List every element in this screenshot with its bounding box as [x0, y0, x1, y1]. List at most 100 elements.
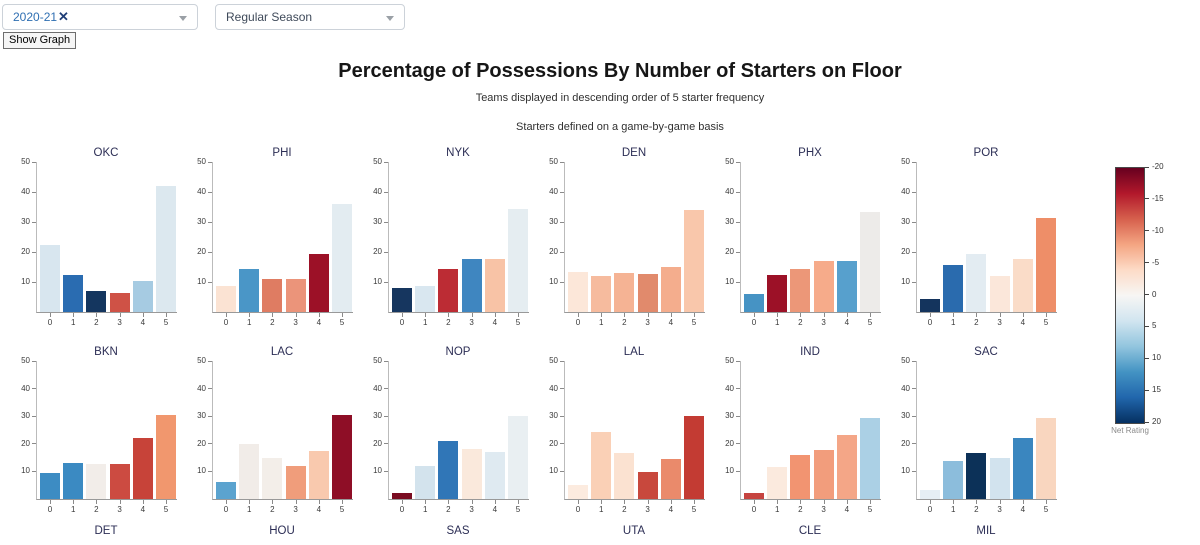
x-tick-mark: [166, 313, 167, 317]
y-tick-mark: [912, 161, 916, 163]
x-tick-mark: [295, 500, 297, 504]
y-tick-mark: [384, 191, 388, 193]
x-tick-mark: [425, 500, 427, 504]
x-tick-label: 1: [774, 318, 780, 327]
y-tick-mark: [384, 281, 388, 283]
subtitle-definition: Starters defined on a game-by-game basis: [516, 121, 724, 133]
bar-1-starters: [239, 444, 260, 499]
chart-title: HOU: [269, 525, 295, 537]
show-graph-button[interactable]: Show Graph: [3, 32, 77, 49]
team-chart-okc: OKC 10 20 30 40 50 0 1 2 3 4 5: [8, 146, 184, 335]
x-tick-mark: [953, 313, 955, 317]
bar-4-starters: [132, 437, 153, 499]
y-tick-label: 50: [901, 157, 910, 166]
y-tick-label: 10: [725, 277, 734, 286]
x-tick-label: 4: [492, 505, 498, 514]
bar-2-starters: [262, 279, 283, 312]
colorbar-gradient: [1115, 167, 1145, 424]
colorbar-tick-label: 15: [1152, 385, 1161, 395]
y-tick-mark: [560, 360, 564, 362]
y-tick-mark: [208, 388, 212, 390]
season-dropdown[interactable]: 2020-21 ✕: [2, 4, 198, 30]
y-tick-mark: [912, 470, 916, 472]
y-tick-mark: [736, 415, 740, 417]
colorbar-tick-mark: [1145, 421, 1149, 423]
x-tick-mark: [670, 500, 672, 504]
x-tick-mark: [976, 313, 978, 317]
y-tick-label: 10: [549, 466, 558, 476]
y-tick-label: 40: [901, 383, 910, 393]
colorbar-label: Net Rating: [1111, 426, 1149, 435]
chart-title: IND: [800, 346, 820, 358]
x-tick-mark: [226, 313, 227, 317]
x-tick-label: 3: [117, 318, 122, 327]
y-tick-label: 50: [373, 356, 382, 365]
colorbar-tick-label: 10: [1152, 353, 1161, 363]
y-tick-mark: [384, 221, 388, 223]
x-tick-label: 1: [950, 318, 956, 327]
x-tick-mark: [754, 500, 755, 504]
team-chart-nop: NOP 10 20 30 40 50 0 1 2 3 4 5: [360, 345, 536, 522]
bar-4-starters: [308, 450, 329, 499]
x-tick-label: 3: [117, 505, 122, 514]
y-tick-label: 50: [21, 356, 30, 365]
x-tick-mark: [142, 313, 144, 317]
x-tick-label: 2: [622, 318, 627, 327]
team-chart-ind: IND 10 20 30 40 50 0 1 2 3 4 5: [712, 345, 888, 522]
x-tick-mark: [930, 500, 931, 504]
y-tick-mark: [384, 251, 388, 253]
plot-area: 10 20 30 40 50 0 1 2 3 4 5: [901, 157, 1057, 327]
x-tick-mark: [870, 313, 871, 317]
y-tick-mark: [560, 191, 564, 193]
bar-3-starters: [461, 259, 482, 312]
x-tick-label: 4: [140, 318, 146, 327]
bar-3-starters: [285, 466, 306, 499]
bar-5-starters: [684, 416, 704, 499]
y-tick-mark: [384, 388, 388, 390]
team-chart-phi: PHI 10 20 30 40 50 0 1 2 3 4 5: [184, 146, 360, 335]
y-tick-mark: [208, 161, 212, 163]
colorbar-tick-label: -10: [1152, 225, 1164, 235]
clear-selection-icon[interactable]: ✕: [58, 9, 69, 24]
page-title: Percentage of Possessions By Number of S…: [338, 60, 902, 82]
colorbar-tick-mark: [1145, 262, 1149, 264]
bar-1-starters: [943, 461, 964, 499]
bar-3-starters: [285, 279, 306, 312]
colorbar-tick-mark: [1145, 294, 1149, 295]
x-tick-mark: [647, 313, 649, 317]
bar-1-starters: [767, 466, 788, 499]
bar-1-starters: [63, 274, 84, 312]
season-type-dropdown[interactable]: Regular Season: [215, 4, 405, 30]
x-tick-mark: [999, 500, 1001, 504]
bar-0-starters: [568, 271, 588, 312]
y-tick-label: 20: [901, 247, 910, 256]
x-tick-mark: [846, 313, 848, 317]
x-tick-label: 2: [798, 318, 803, 327]
x-tick-label: 1: [70, 505, 76, 514]
chevron-down-icon[interactable]: [386, 16, 394, 21]
x-tick-mark: [342, 500, 343, 504]
x-tick-label: 1: [422, 505, 428, 514]
y-tick-label: 50: [197, 356, 206, 365]
bar-1-starters: [591, 276, 612, 312]
y-tick-label: 20: [373, 438, 382, 448]
x-tick-mark: [647, 500, 649, 504]
y-tick-label: 40: [725, 187, 734, 196]
season-dropdown-value: 2020-21: [13, 10, 58, 24]
y-tick-label: 30: [373, 411, 382, 421]
x-tick-label: 3: [469, 318, 474, 327]
colorbar-tick-mark: [1145, 389, 1149, 391]
bar-0-starters: [40, 245, 60, 312]
charts-grid: OKC 10 20 30 40 50 0 1 2 3 4 5 PHI 10 20 30 40 50 0 1 2 3 4 5 NY…: [8, 146, 1098, 540]
team-chart-cle-cutoff: CLE: [712, 524, 888, 540]
chevron-down-icon[interactable]: [179, 16, 187, 21]
x-tick-mark: [694, 313, 695, 317]
colorbar-tick-label: 0: [1152, 289, 1157, 299]
y-tick-label: 30: [21, 217, 30, 226]
bar-5-starters: [1036, 417, 1056, 499]
plot-area: 10 20 30 40 50 0 1 2 3 4 5: [373, 157, 529, 327]
x-tick-label: 2: [622, 505, 627, 514]
x-tick-label: 3: [293, 505, 298, 514]
x-tick-label: 5: [515, 505, 521, 514]
y-tick-label: 30: [549, 217, 558, 226]
